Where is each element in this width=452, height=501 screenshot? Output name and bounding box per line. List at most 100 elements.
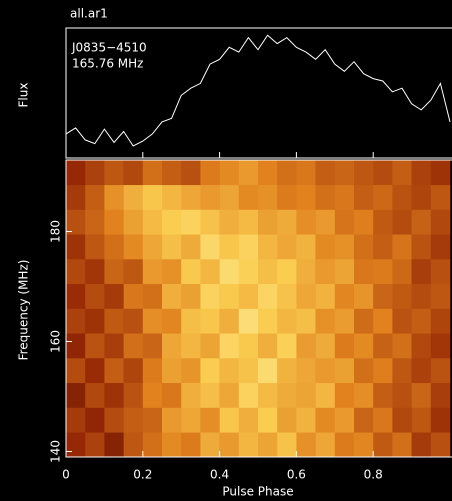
heatmap-cell — [104, 234, 124, 260]
heatmap-cell — [181, 234, 201, 260]
heatmap-cell — [219, 407, 240, 433]
heatmap-cell — [181, 209, 201, 235]
heatmap-cell — [200, 184, 220, 210]
heatmap-cell — [411, 308, 432, 334]
heatmap-cell — [123, 209, 144, 235]
heatmap-cell — [354, 382, 374, 408]
heatmap-cell — [85, 184, 105, 210]
profile-line — [65, 34, 451, 147]
heatmap-cell — [315, 234, 336, 260]
heatmap-cell — [430, 333, 451, 359]
heatmap-cell — [258, 283, 278, 309]
heatmap-cell — [85, 358, 105, 384]
annotation: J0835−4510 — [71, 41, 147, 55]
heatmap-cell — [334, 308, 355, 334]
heatmap-cell — [296, 432, 316, 458]
heatmap-cell — [392, 308, 412, 334]
heatmap-cell — [392, 234, 412, 260]
heatmap-cell — [238, 160, 259, 186]
heatmap-cell — [200, 160, 220, 186]
y-tick-label: 160 — [49, 330, 63, 353]
heatmap-cell — [315, 259, 336, 285]
heatmap-cell — [66, 382, 86, 408]
heatmap-cell — [66, 358, 86, 384]
heatmap-cell — [238, 283, 259, 309]
heatmap-cell — [162, 283, 182, 309]
heatmap-cell — [354, 234, 374, 260]
heatmap-cell — [200, 209, 220, 235]
heatmap-cell — [334, 432, 355, 458]
heatmap-cell — [258, 184, 278, 210]
plot-frame — [65, 27, 452, 159]
heatmap-cell — [411, 432, 432, 458]
heatmap-cell — [430, 184, 451, 210]
heatmap-cell — [238, 259, 259, 285]
heatmap-cell — [85, 333, 105, 359]
heatmap-cell — [258, 432, 278, 458]
heatmap-cell — [411, 259, 432, 285]
heatmap-cell — [85, 432, 105, 458]
heatmap-cell — [258, 382, 278, 408]
heatmap-cell — [219, 333, 240, 359]
heatmap-cell — [219, 234, 240, 260]
x-tick-label: 0.2 — [133, 468, 152, 482]
heatmap-cell — [315, 283, 336, 309]
x-axis-label: Pulse Phase — [222, 485, 293, 499]
heatmap-cell — [296, 407, 316, 433]
heatmap-cell — [296, 259, 316, 285]
heatmap-cell — [277, 308, 297, 334]
heatmap-cell — [181, 432, 201, 458]
heatmap-cell — [66, 283, 86, 309]
annotation: 165.76 MHz — [72, 57, 143, 71]
heatmap-cell — [277, 358, 297, 384]
heatmap-cell — [66, 407, 86, 433]
heatmap-cell — [411, 234, 432, 260]
heatmap-cell — [181, 382, 201, 408]
heatmap-cell — [162, 358, 182, 384]
heatmap-cell — [123, 283, 144, 309]
heatmap-cell — [142, 432, 163, 458]
heatmap-cell — [315, 160, 336, 186]
heatmap-cell — [296, 333, 316, 359]
heatmap-cell — [66, 209, 86, 235]
y-axis-label: Frequency (MHz) — [17, 260, 31, 361]
heatmap-cell — [200, 308, 220, 334]
y-tick-label: 140 — [49, 440, 63, 463]
heatmap-cell — [142, 160, 163, 186]
heatmap-cell — [334, 259, 355, 285]
heatmap-cell — [123, 432, 144, 458]
plot-frame — [65, 159, 452, 458]
heatmap-cell — [219, 358, 240, 384]
heatmap-cell — [162, 308, 182, 334]
heatmap-cell — [430, 259, 451, 285]
heatmap-cell — [162, 432, 182, 458]
heatmap-cell — [219, 184, 240, 210]
heatmap-cell — [104, 382, 124, 408]
heatmap-cell — [258, 358, 278, 384]
heatmap-cell — [85, 234, 105, 260]
heatmap-cell — [238, 358, 259, 384]
heatmap-cell — [123, 333, 144, 359]
heatmap-cell — [334, 283, 355, 309]
heatmap-cell — [123, 184, 144, 210]
heatmap-cell — [181, 184, 201, 210]
heatmap-cell — [104, 209, 124, 235]
heatmap-cell — [411, 184, 432, 210]
heatmap-cell — [392, 160, 412, 186]
heatmap-cell — [142, 333, 163, 359]
heatmap-cell — [296, 308, 316, 334]
heatmap-cell — [219, 382, 240, 408]
x-tick-label: 0.8 — [364, 468, 383, 482]
heatmap-cell — [258, 209, 278, 235]
x-tick-label: 0 — [62, 468, 70, 482]
heatmap-cell — [277, 333, 297, 359]
heatmap-cell — [373, 259, 393, 285]
heatmap-cell — [277, 184, 297, 210]
heatmap-cell — [142, 283, 163, 309]
heatmap-cell — [104, 160, 124, 186]
y-axis-label: Flux — [17, 83, 31, 108]
heatmap-cell — [66, 160, 86, 186]
heatmap-cell — [354, 308, 374, 334]
heatmap-cell — [85, 407, 105, 433]
heatmap-cell — [354, 160, 374, 186]
